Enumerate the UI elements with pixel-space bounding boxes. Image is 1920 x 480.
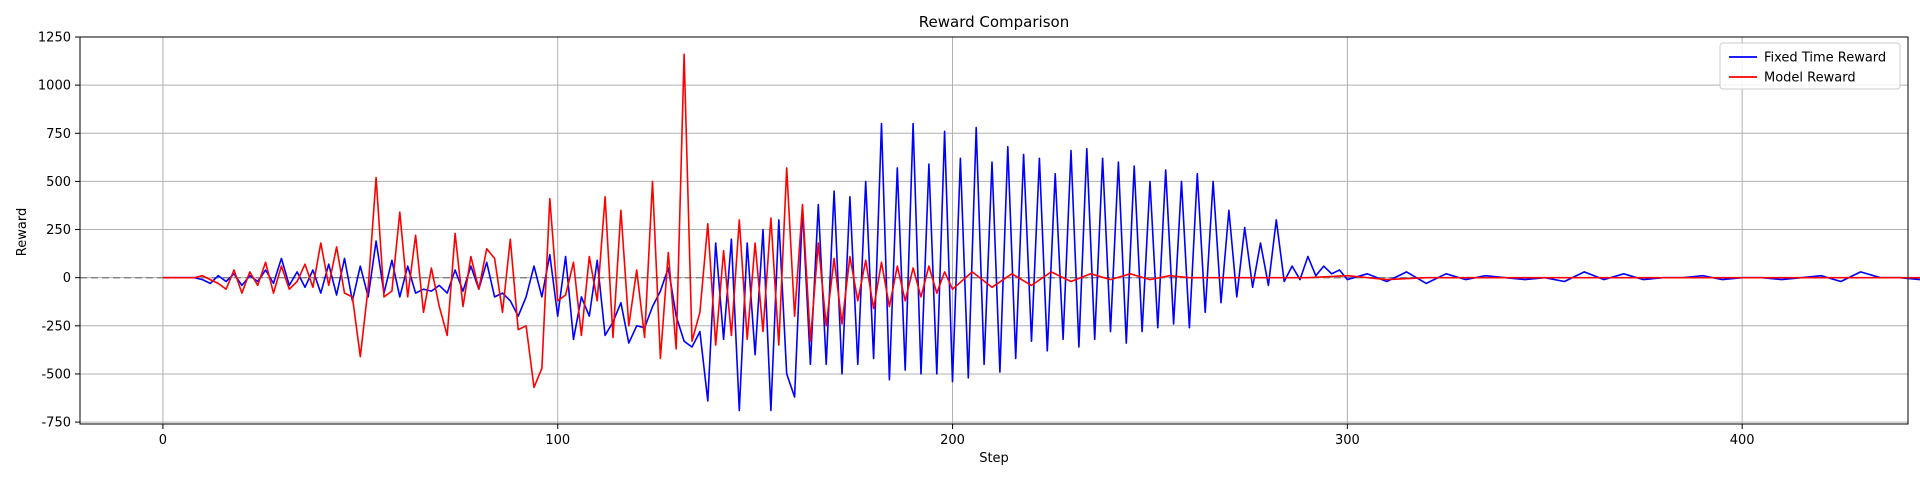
y-tick-label: 0 <box>63 271 71 286</box>
x-tick-label: 0 <box>159 433 167 448</box>
y-tick-label: 1000 <box>38 79 71 94</box>
legend-label: Model Reward <box>1764 71 1856 86</box>
y-tick-label: 500 <box>46 175 71 190</box>
y-tick-label: -500 <box>41 367 71 382</box>
y-tick-label: 1250 <box>38 31 71 46</box>
legend-box <box>1719 42 1901 90</box>
y-axis-label: Reward <box>15 208 30 256</box>
y-tick-label: 750 <box>46 127 71 142</box>
legend: Fixed Time Reward Model Reward <box>1719 42 1901 90</box>
y-axis-ticks: -750 -500 -250 0 250 500 750 1000 1250 <box>38 31 80 431</box>
x-axis-ticks: 0 100 200 300 400 <box>159 424 1755 448</box>
x-tick-label: 300 <box>1335 433 1360 448</box>
y-tick-label: -750 <box>41 416 71 431</box>
x-tick-label: 400 <box>1730 433 1755 448</box>
chart-title: Reward Comparison <box>919 13 1069 31</box>
y-tick-label: 250 <box>46 223 71 238</box>
series-line-model-reward <box>162 53 1920 389</box>
legend-label: Fixed Time Reward <box>1764 51 1886 66</box>
plot-area-frame <box>79 36 1909 425</box>
series-lines <box>162 53 1920 412</box>
x-tick-label: 200 <box>940 433 965 448</box>
x-axis-label: Step <box>979 451 1009 466</box>
series-line-fixed-time-reward <box>162 122 1920 412</box>
y-tick-label: -250 <box>41 319 71 334</box>
x-tick-label: 100 <box>545 433 570 448</box>
